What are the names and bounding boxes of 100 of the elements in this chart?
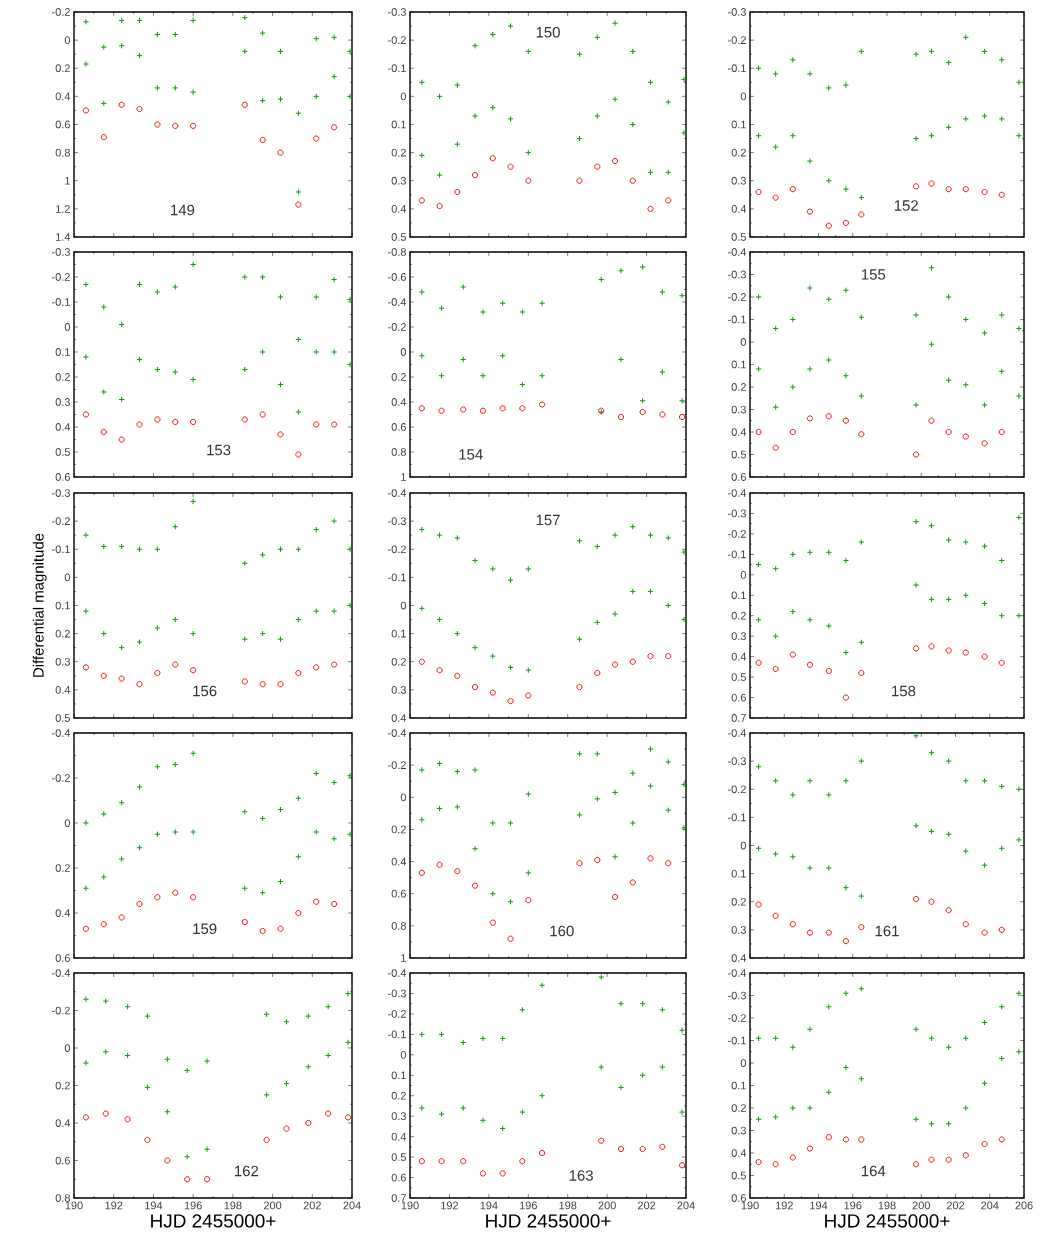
point xyxy=(100,303,107,311)
y-tick-label: 0.1 xyxy=(731,591,746,600)
point xyxy=(190,89,197,96)
point xyxy=(471,882,479,889)
point xyxy=(471,683,479,691)
y-tick-label: -0.2 xyxy=(52,774,70,782)
point xyxy=(507,664,514,671)
point xyxy=(639,1072,646,1079)
point xyxy=(454,534,461,542)
y-tick-label: 0.1 xyxy=(55,348,70,356)
point xyxy=(772,143,779,151)
point xyxy=(418,352,425,359)
point xyxy=(945,647,952,654)
y-tick-label: 0.3 xyxy=(731,1126,746,1135)
point xyxy=(789,1154,796,1161)
point xyxy=(136,900,143,908)
point xyxy=(489,31,496,38)
x-tick-label: 202 xyxy=(946,1201,965,1210)
point xyxy=(118,321,125,328)
y-tick-label: -0.2 xyxy=(52,517,70,525)
point xyxy=(331,835,338,842)
point xyxy=(981,48,988,55)
point xyxy=(913,645,920,652)
y-tick-label: 0.2 xyxy=(731,383,746,391)
point xyxy=(647,588,654,595)
point xyxy=(665,98,672,106)
x-tick-label: 206 xyxy=(1015,1201,1033,1210)
point xyxy=(858,194,865,201)
x-tick-label: 204 xyxy=(343,1201,361,1210)
point xyxy=(460,1104,467,1112)
point xyxy=(913,311,920,319)
point xyxy=(981,653,988,660)
point xyxy=(913,1116,920,1123)
annotation: 155 xyxy=(861,269,886,280)
point xyxy=(680,129,688,137)
point xyxy=(499,405,506,412)
point xyxy=(277,681,284,688)
y-tick-label: -0.4 xyxy=(52,729,71,737)
point xyxy=(436,616,443,623)
point xyxy=(962,115,969,122)
annotation: 160 xyxy=(550,925,574,937)
point xyxy=(913,518,920,525)
point xyxy=(479,1117,487,1124)
point xyxy=(190,17,197,24)
point xyxy=(154,84,161,92)
y-tick-label: 0.4 xyxy=(731,204,747,213)
point xyxy=(981,862,988,869)
annotation: 149 xyxy=(171,204,195,216)
point xyxy=(325,1052,332,1059)
point xyxy=(998,1055,1005,1062)
y-tick-label: -0.1 xyxy=(52,298,70,306)
y-axis-title: Differential magnitude xyxy=(32,533,47,677)
point xyxy=(118,914,125,921)
point xyxy=(241,14,248,21)
point xyxy=(241,101,248,108)
y-tick-label: -0.1 xyxy=(728,1036,746,1045)
y-tick-label: 1 xyxy=(401,954,406,962)
point xyxy=(102,1048,109,1055)
point xyxy=(611,853,619,860)
x-tick-label: 196 xyxy=(184,1201,202,1210)
point xyxy=(471,557,479,564)
point xyxy=(858,48,865,55)
point xyxy=(913,1161,920,1168)
y-tick-label: -0.2 xyxy=(728,1014,746,1022)
point xyxy=(617,267,625,274)
point xyxy=(144,1084,151,1091)
x-tick-label: 194 xyxy=(145,1201,163,1210)
point xyxy=(842,990,850,997)
point xyxy=(576,860,583,867)
point xyxy=(576,750,583,757)
point xyxy=(665,169,672,176)
point xyxy=(659,288,666,296)
point xyxy=(1015,392,1022,400)
point xyxy=(789,921,796,928)
y-tick-label: 0.5 xyxy=(55,714,70,722)
point xyxy=(418,869,425,876)
point xyxy=(525,897,532,904)
x-axis-title: HJD 2455000+ xyxy=(151,1214,276,1228)
y-tick-label: 0.4 xyxy=(391,398,407,406)
point xyxy=(118,101,125,108)
point xyxy=(806,208,814,215)
point xyxy=(100,672,107,679)
point xyxy=(136,105,143,113)
y-tick-label: -0.3 xyxy=(728,509,746,518)
point xyxy=(190,376,197,383)
point xyxy=(913,581,920,589)
point xyxy=(647,205,654,212)
point xyxy=(825,296,832,303)
point xyxy=(629,121,636,128)
point xyxy=(772,633,779,640)
point xyxy=(154,31,161,38)
point xyxy=(629,588,636,595)
point xyxy=(998,311,1005,319)
point xyxy=(806,284,814,292)
point xyxy=(525,869,532,876)
point xyxy=(913,451,920,458)
y-tick-label: 0.6 xyxy=(55,120,70,129)
point xyxy=(665,860,672,867)
point xyxy=(100,630,107,637)
point xyxy=(659,368,666,376)
